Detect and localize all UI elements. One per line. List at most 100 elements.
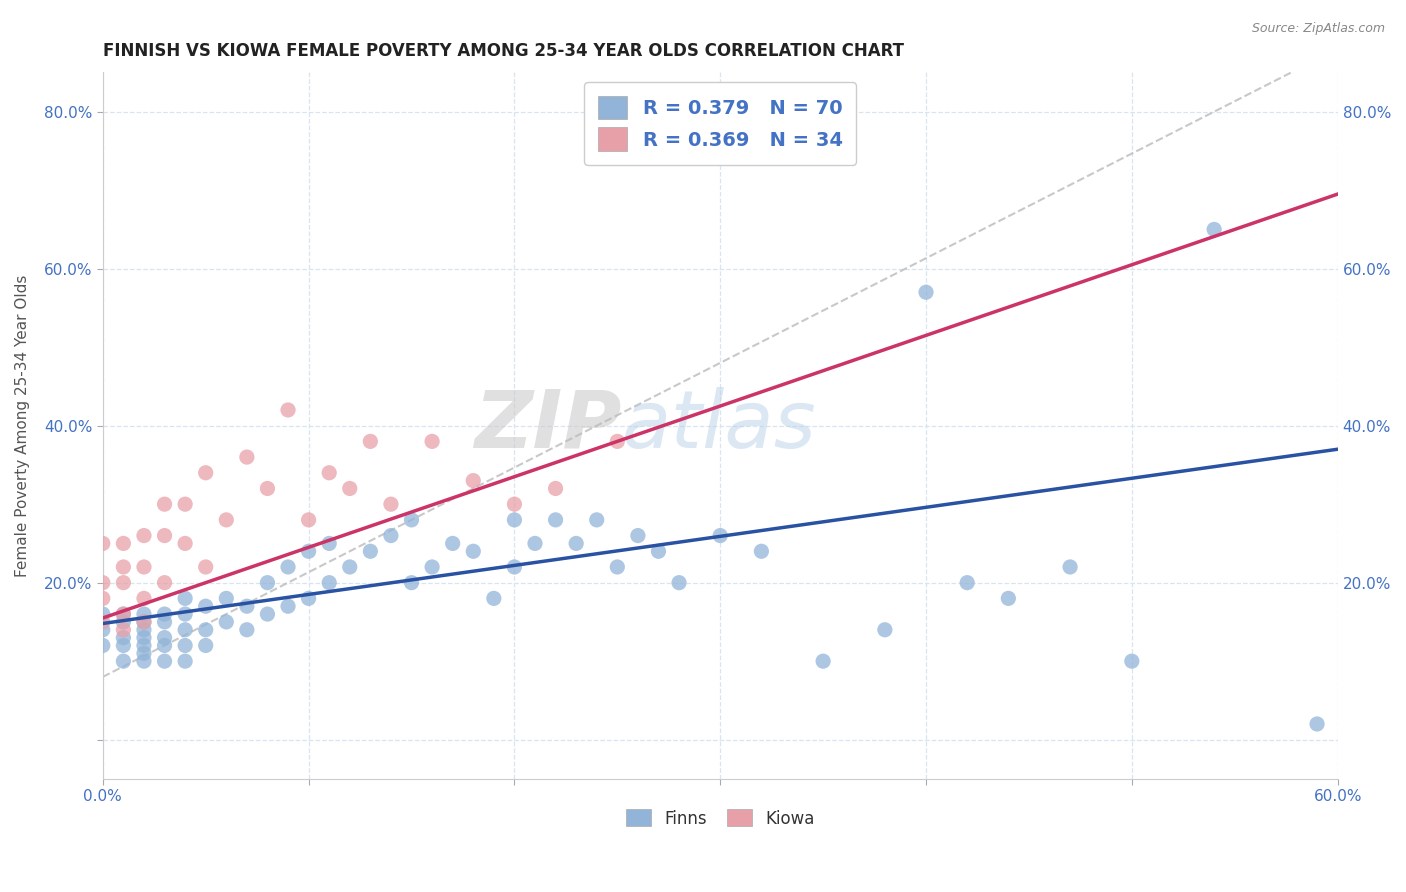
Point (441, 536, 464, 550)
Point (174, 607, 197, 621)
Point (277, 560, 299, 574)
Point (194, 599, 217, 614)
Point (194, 639, 217, 653)
Point (606, 560, 628, 574)
Point (153, 528, 176, 542)
Point (606, 434, 628, 449)
Point (132, 560, 155, 574)
Point (401, 513, 423, 527)
Point (359, 434, 381, 449)
Point (236, 623, 259, 637)
Legend: Finns, Kiowa: Finns, Kiowa (619, 803, 821, 834)
Point (91, 607, 114, 621)
Point (318, 536, 340, 550)
Point (318, 575, 340, 590)
Point (524, 536, 547, 550)
Point (339, 560, 361, 574)
Point (997, 591, 1019, 606)
Point (132, 631, 155, 645)
Point (401, 575, 423, 590)
Point (339, 482, 361, 496)
Text: FINNISH VS KIOWA FEMALE POVERTY AMONG 25-34 YEAR OLDS CORRELATION CHART: FINNISH VS KIOWA FEMALE POVERTY AMONG 25… (103, 42, 904, 60)
Text: Source: ZipAtlas.com: Source: ZipAtlas.com (1251, 22, 1385, 36)
Point (112, 560, 135, 574)
Point (380, 528, 402, 542)
Point (215, 615, 238, 629)
Point (647, 544, 669, 558)
Point (1306, 717, 1329, 731)
Point (420, 434, 443, 449)
Point (215, 513, 238, 527)
Point (297, 591, 319, 606)
Point (153, 639, 176, 653)
Point (112, 639, 135, 653)
Point (91, 591, 114, 606)
Point (194, 560, 217, 574)
Point (297, 513, 319, 527)
Point (709, 528, 731, 542)
Point (132, 623, 155, 637)
Point (91, 575, 114, 590)
Point (1059, 560, 1081, 574)
Point (544, 482, 567, 496)
Point (153, 497, 176, 511)
Point (482, 591, 505, 606)
Point (236, 599, 259, 614)
Point (112, 607, 135, 621)
Point (153, 654, 176, 668)
Point (463, 474, 485, 488)
Point (153, 575, 176, 590)
Point (503, 513, 526, 527)
Point (132, 615, 155, 629)
Point (811, 654, 834, 668)
Point (91, 623, 114, 637)
Point (318, 466, 340, 480)
Point (256, 575, 278, 590)
Point (174, 654, 197, 668)
Text: atlas: atlas (621, 386, 817, 465)
Point (132, 591, 155, 606)
Point (668, 575, 690, 590)
Point (174, 591, 197, 606)
Point (1121, 654, 1143, 668)
Point (91, 536, 114, 550)
Point (112, 607, 135, 621)
Point (132, 615, 155, 629)
Point (112, 631, 135, 645)
Point (132, 639, 155, 653)
Point (359, 544, 381, 558)
Point (420, 560, 443, 574)
Point (112, 615, 135, 629)
Point (215, 591, 238, 606)
Point (194, 623, 217, 637)
Point (174, 623, 197, 637)
Point (91, 615, 114, 629)
Point (194, 466, 217, 480)
Point (153, 607, 176, 621)
Point (132, 646, 155, 660)
Point (503, 560, 526, 574)
Text: ZIP: ZIP (474, 386, 621, 465)
Point (112, 536, 135, 550)
Point (956, 575, 979, 590)
Point (463, 544, 485, 558)
Point (153, 631, 176, 645)
Point (132, 654, 155, 668)
Point (544, 513, 567, 527)
Point (751, 544, 773, 558)
Point (174, 639, 197, 653)
Point (915, 285, 938, 300)
Y-axis label: Female Poverty Among 25-34 Year Olds: Female Poverty Among 25-34 Year Olds (15, 275, 30, 577)
Point (277, 403, 299, 417)
Point (380, 497, 402, 511)
Point (297, 544, 319, 558)
Point (256, 482, 278, 496)
Point (132, 528, 155, 542)
Point (873, 623, 896, 637)
Point (565, 536, 588, 550)
Point (1204, 222, 1226, 236)
Point (132, 607, 155, 621)
Point (256, 607, 278, 621)
Point (627, 528, 650, 542)
Point (236, 450, 259, 464)
